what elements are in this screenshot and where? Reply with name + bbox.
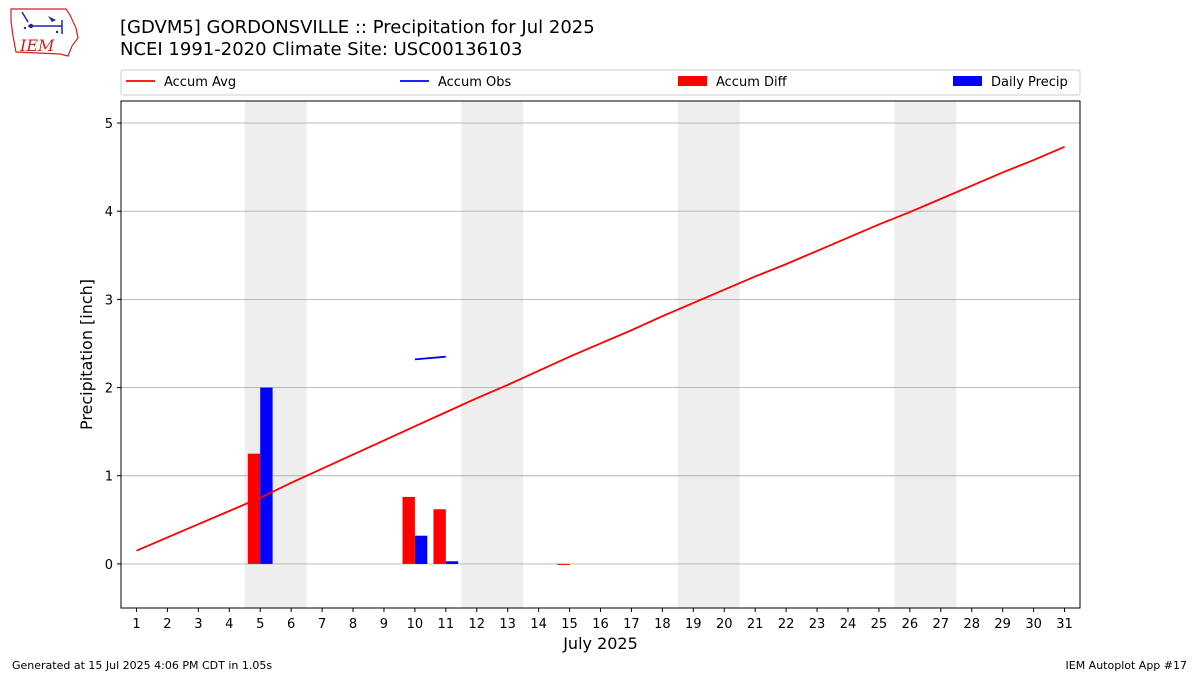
accum-diff-bar [402, 496, 415, 564]
y-tick-label: 5 [105, 117, 113, 132]
title-line-1: [GDVM5] GORDONSVILLE :: Precipitation fo… [120, 17, 595, 38]
x-tick-label: 5 [256, 617, 264, 632]
x-tick-label: 1 [132, 617, 140, 632]
daily-precip-bar [445, 561, 459, 564]
x-tick-label: 17 [623, 617, 640, 632]
x-tick-label: 29 [994, 617, 1011, 632]
title-line-2: NCEI 1991-2020 Climate Site: USC00136103 [120, 39, 523, 60]
weekend-shade [894, 101, 957, 608]
x-tick-label: 2 [163, 617, 171, 632]
daily-precip-bar [414, 535, 428, 564]
x-tick-label: 7 [318, 617, 326, 632]
x-tick-label: 13 [499, 617, 516, 632]
logo-text: IEM [19, 36, 55, 55]
y-tick-label: 0 [105, 558, 113, 573]
chart-title: [GDVM5] GORDONSVILLE :: Precipitation fo… [120, 17, 595, 61]
legend-accum-diff-swatch [678, 76, 707, 86]
legend-daily-precip-label: Daily Precip [991, 75, 1068, 90]
x-tick-label: 3 [194, 617, 202, 632]
weekend-shade [461, 101, 524, 608]
app-footer: IEM Autoplot App #17 [1065, 659, 1188, 672]
x-tick-label: 25 [871, 617, 888, 632]
x-tick-label: 28 [963, 617, 980, 632]
legend-daily-precip-swatch [953, 76, 982, 86]
x-tick-label: 8 [349, 617, 357, 632]
accum-obs-line [414, 355, 446, 361]
x-tick-label: 12 [468, 617, 485, 632]
y-tick-label: 3 [105, 293, 113, 308]
x-tick-label: 26 [902, 617, 919, 632]
x-tick-label: 19 [685, 617, 702, 632]
x-tick-label: 31 [1056, 617, 1073, 632]
iem-logo: IEM [8, 6, 80, 58]
generated-footer: Generated at 15 Jul 2025 4:06 PM CDT in … [12, 659, 273, 672]
x-axis-label: July 2025 [562, 634, 638, 653]
accum-diff-bar [433, 509, 446, 564]
x-tick-label: 18 [654, 617, 671, 632]
accum-avg-line [136, 146, 1065, 552]
x-tick-label: 11 [438, 617, 455, 632]
legend-accum-obs-label: Accum Obs [438, 75, 511, 90]
x-tick-label: 22 [778, 617, 795, 632]
x-tick-label: 20 [716, 617, 733, 632]
x-tick-label: 24 [840, 617, 857, 632]
accum-diff-bar [247, 453, 261, 564]
x-tick-label: 14 [530, 617, 547, 632]
x-tick-label: 15 [561, 617, 578, 632]
x-tick-label: 4 [225, 617, 233, 632]
y-tick-label: 2 [105, 382, 113, 397]
legend-accum-avg-label: Accum Avg [164, 75, 236, 90]
y-axis-label: Precipitation [inch] [77, 279, 96, 430]
y-tick-label: 1 [105, 470, 113, 485]
x-tick-label: 27 [933, 617, 950, 632]
accum-diff-bar [557, 563, 570, 565]
x-tick-label: 10 [407, 617, 424, 632]
x-tick-label: 30 [1025, 617, 1042, 632]
x-tick-label: 23 [809, 617, 826, 632]
x-tick-label: 9 [380, 617, 388, 632]
legend-accum-diff-label: Accum Diff [716, 75, 788, 90]
x-tick-label: 16 [592, 617, 609, 632]
daily-precip-bar [260, 387, 273, 564]
x-tick-label: 21 [747, 617, 764, 632]
y-tick-label: 4 [105, 205, 113, 220]
legend-box [120, 69, 1081, 96]
x-tick-label: 6 [287, 617, 295, 632]
weekend-shade [677, 101, 740, 608]
